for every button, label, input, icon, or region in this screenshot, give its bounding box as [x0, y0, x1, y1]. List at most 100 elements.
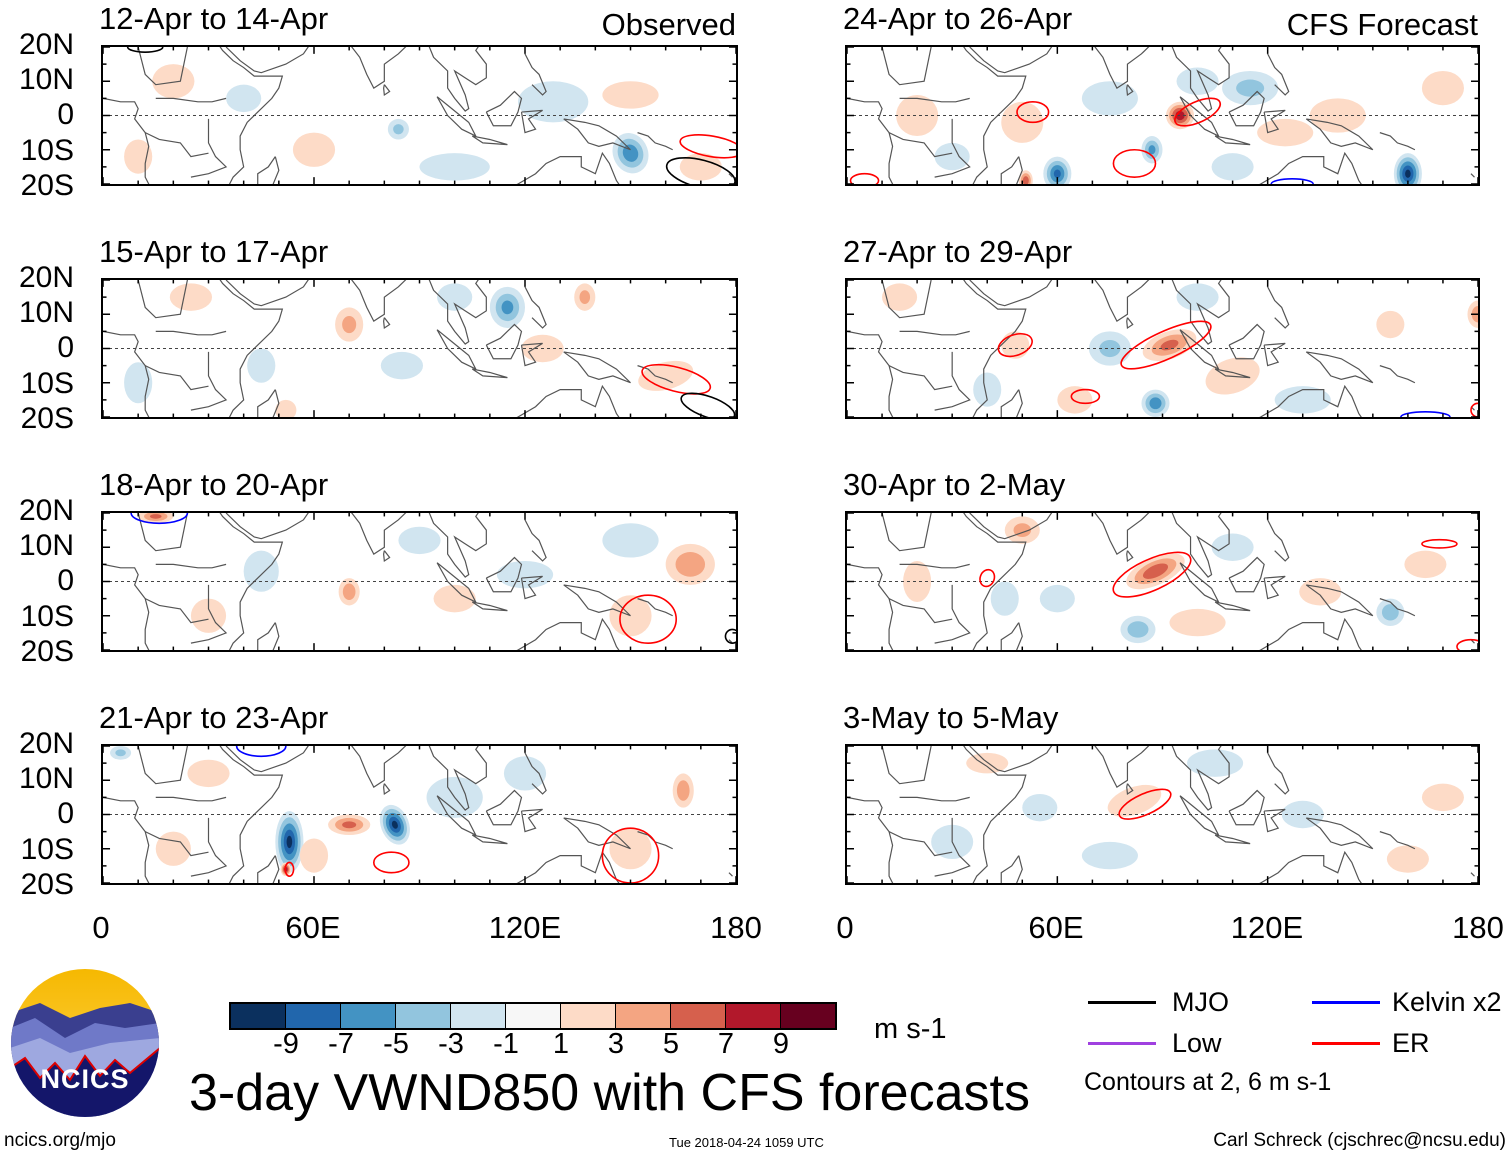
- coastline: [900, 98, 970, 101]
- coastline: [1215, 369, 1250, 378]
- negative-anomaly: [124, 362, 153, 404]
- coastline: [384, 784, 390, 794]
- positive-anomaly: [155, 831, 191, 866]
- coastline: [258, 390, 279, 417]
- legend-label: Kelvin x2: [1392, 987, 1502, 1017]
- coastline: [145, 599, 208, 623]
- positive-anomaly: [1421, 70, 1464, 106]
- coastline: [935, 585, 970, 643]
- er-contour: [639, 359, 713, 400]
- negative-anomaly: [247, 348, 276, 383]
- coastline: [847, 331, 896, 417]
- coastline: [1229, 92, 1264, 126]
- panel-title: 21-Apr to 23-Apr: [99, 700, 329, 735]
- coastline: [191, 119, 226, 177]
- colorbar-units: m s-1: [874, 1013, 947, 1045]
- coastline: [970, 280, 1054, 306]
- figure-title: 3-day VWND850 with CFS forecasts: [189, 1064, 1030, 1122]
- negative-anomaly: [437, 283, 473, 311]
- map-svg: [847, 47, 1478, 184]
- lat-label: 10N: [18, 296, 74, 330]
- coastline: [504, 386, 624, 417]
- coastline: [191, 585, 226, 643]
- coastline: [1215, 136, 1250, 145]
- er-contour: [1457, 640, 1478, 650]
- coastline: [216, 513, 283, 650]
- coastline: [521, 809, 542, 831]
- negative-anomaly: [990, 581, 1019, 616]
- map-svg: [103, 746, 736, 883]
- coastline: [103, 331, 152, 417]
- coastline: [472, 136, 507, 145]
- ncics-logo: NCICS: [10, 968, 160, 1118]
- coastline: [1180, 563, 1219, 602]
- er-contour: [678, 131, 736, 162]
- colorbar-label: -7: [328, 1028, 354, 1060]
- coastline: [486, 558, 521, 592]
- coastline: [1264, 110, 1285, 132]
- colorbar-label: 7: [717, 1028, 735, 1060]
- coastline: [384, 85, 390, 95]
- coastline: [427, 280, 487, 344]
- coastline: [1247, 386, 1366, 417]
- coastline: [226, 513, 310, 539]
- coastline: [156, 797, 226, 800]
- coastline: [900, 331, 970, 334]
- coastline: [191, 818, 226, 876]
- colorbar-swatch: [451, 1004, 506, 1028]
- positive-anomaly: [299, 838, 329, 873]
- coastline: [889, 366, 952, 390]
- positive-anomaly: [1107, 784, 1162, 817]
- map-svg: [847, 280, 1478, 417]
- footer-url: ncics.org/mjo: [4, 1130, 116, 1151]
- negative-anomaly: [1405, 169, 1411, 178]
- map-layer: [847, 513, 1478, 650]
- er-contour: [1422, 540, 1457, 548]
- positive-anomaly: [1309, 98, 1366, 133]
- coastline: [216, 280, 283, 417]
- positive-anomaly: [1057, 386, 1093, 414]
- positive-anomaly: [882, 283, 918, 311]
- colorbar-swatch: [231, 1004, 286, 1028]
- negative-anomaly: [1381, 604, 1399, 621]
- map-layer: [103, 746, 736, 883]
- coastline: [1078, 47, 1162, 88]
- coastline: [437, 330, 476, 369]
- positive-anomaly: [602, 81, 659, 109]
- coastline: [1229, 791, 1264, 825]
- kelvin-contour: [1271, 179, 1313, 184]
- coastline: [103, 797, 152, 883]
- negative-anomaly: [496, 560, 554, 589]
- lat-label: 10S: [20, 133, 74, 167]
- panel-title: 15-Apr to 17-Apr: [99, 234, 329, 269]
- map-panel: [101, 744, 738, 885]
- er-contour: [1017, 102, 1049, 123]
- map-panel: [101, 511, 738, 652]
- map-panel: [845, 278, 1480, 419]
- colorbar-label: -9: [273, 1028, 299, 1060]
- positive-anomaly: [1142, 563, 1169, 579]
- coastline: [1229, 325, 1264, 359]
- positive-anomaly: [149, 514, 162, 519]
- coastline: [1001, 157, 1022, 184]
- map-layer: [847, 746, 1478, 883]
- positive-anomaly: [1404, 550, 1447, 579]
- coastline: [882, 47, 931, 85]
- coastline: [138, 280, 187, 318]
- lat-label: 10N: [18, 529, 74, 563]
- negative-anomaly: [1053, 169, 1061, 179]
- panel-title: 27-Apr to 29-Apr: [843, 234, 1073, 269]
- coastline: [472, 602, 507, 611]
- coastline: [504, 852, 624, 883]
- coastline: [472, 369, 507, 378]
- coastline: [1380, 366, 1415, 383]
- panel-title: 18-Apr to 20-Apr: [99, 467, 329, 502]
- colorbar-swatch: [506, 1004, 561, 1028]
- coastline: [1264, 576, 1285, 598]
- negative-anomaly: [517, 81, 589, 123]
- coastline: [889, 133, 952, 157]
- coastline: [1380, 599, 1415, 616]
- lat-label: 10S: [20, 832, 74, 866]
- map-svg: [847, 746, 1478, 883]
